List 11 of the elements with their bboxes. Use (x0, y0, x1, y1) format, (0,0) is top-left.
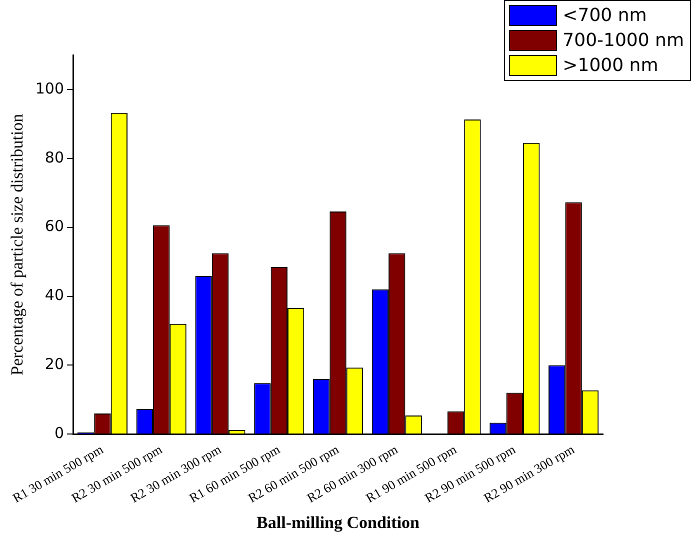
legend-label: >1000 nm (562, 55, 658, 76)
y-tick-label: 60 (44, 217, 64, 236)
y-tick-label: 40 (44, 286, 64, 304)
x-axis-title: Ball-milling Condition (256, 513, 420, 532)
y-tick-label: 0 (54, 424, 64, 442)
y-tick-label: 20 (44, 355, 64, 374)
y-tick-label: 80 (44, 148, 64, 166)
y-axis-title: Percentage of particle size distribution (8, 113, 27, 376)
y-tick-label: 100 (35, 79, 64, 98)
legend-label: <700 nm (562, 5, 647, 26)
legend-label: 700-1000 nm (562, 30, 684, 51)
